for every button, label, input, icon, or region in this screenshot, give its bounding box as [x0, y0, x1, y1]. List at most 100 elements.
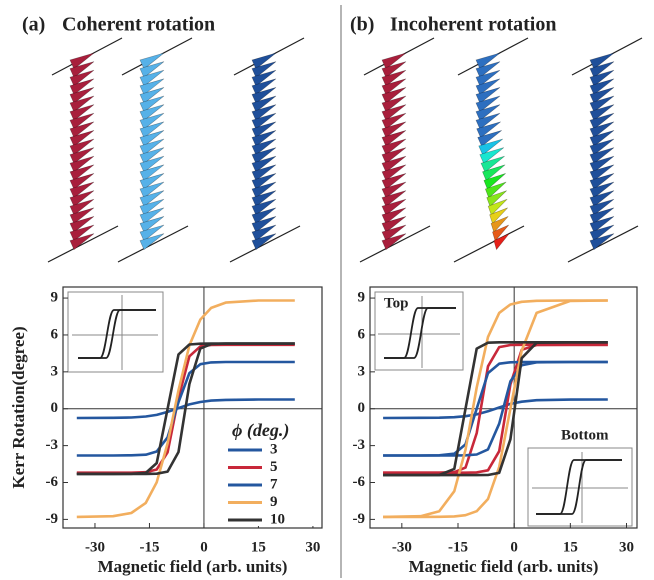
- cone: [589, 121, 615, 139]
- cone: [589, 52, 615, 70]
- panel-label: (b): [350, 14, 374, 36]
- legend-label: 9: [270, 494, 278, 510]
- cone: [381, 61, 407, 79]
- cone: [139, 52, 165, 70]
- y-axis-title: Kerr Rotation(degree): [9, 326, 28, 488]
- cone: [139, 61, 165, 79]
- cone: [251, 190, 277, 208]
- cone: [69, 52, 95, 70]
- cone: [475, 104, 501, 122]
- cone: [69, 147, 95, 165]
- cone: [479, 147, 505, 165]
- inset-a: [67, 291, 164, 373]
- cone: [139, 224, 165, 242]
- cone: [139, 207, 165, 225]
- legend-label: 10: [270, 511, 285, 527]
- cone: [251, 130, 277, 147]
- cone: [589, 138, 615, 156]
- loop-branch: [76, 342, 295, 476]
- y-tick-label: -3: [353, 437, 366, 453]
- cone: [589, 112, 615, 130]
- cone: [589, 173, 615, 190]
- inset-label: Bottom: [561, 427, 609, 443]
- cone: [69, 69, 95, 87]
- y-tick-label: 9: [358, 290, 366, 306]
- cone: [381, 87, 407, 104]
- legend-title: ϕ (deg.): [232, 420, 289, 441]
- cone: [589, 198, 615, 216]
- inset-b-top: [374, 291, 464, 371]
- cone: [381, 95, 407, 113]
- cone: [589, 104, 615, 122]
- cone: [139, 173, 165, 190]
- y-tick-label: 6: [51, 326, 59, 342]
- cone: [69, 224, 95, 242]
- cone: [251, 181, 277, 199]
- cone: [69, 138, 95, 156]
- cone: [69, 216, 95, 233]
- cone: [69, 78, 95, 96]
- loop-branch: [383, 341, 608, 477]
- cone: [251, 224, 277, 242]
- cone: [589, 216, 615, 233]
- cone: [69, 164, 95, 182]
- loop-branch: [383, 398, 608, 420]
- loop-branch: [76, 299, 295, 519]
- cone: [251, 147, 277, 165]
- cone: [492, 224, 509, 242]
- cone: [381, 69, 407, 87]
- cone: [381, 207, 407, 225]
- cone: [381, 190, 407, 208]
- cone: [69, 155, 95, 173]
- cone: [139, 164, 165, 182]
- sample-axis: [453, 225, 525, 263]
- cone: [69, 87, 95, 104]
- y-tick-label: 0: [358, 400, 366, 416]
- sample-axis: [567, 225, 639, 263]
- cone: [69, 61, 95, 79]
- cone: [69, 121, 95, 139]
- sample-axis: [47, 225, 119, 263]
- cone: [251, 104, 277, 122]
- legend-box: [222, 420, 320, 526]
- cone: [589, 95, 615, 113]
- cone: [251, 233, 277, 251]
- cone: [475, 87, 501, 104]
- cone: [381, 233, 407, 251]
- panel-label: (a): [22, 14, 45, 36]
- cone: [589, 130, 615, 147]
- cone: [381, 173, 407, 190]
- cone: [139, 121, 165, 139]
- x-tick-label: 0: [200, 539, 208, 555]
- cone: [589, 164, 615, 182]
- cone: [251, 173, 277, 190]
- loop-branch: [383, 360, 608, 457]
- cone: [251, 69, 277, 87]
- x-axis-title: Magnetic field (arb. units): [409, 557, 599, 576]
- cone: [139, 95, 165, 113]
- cone: [476, 121, 501, 139]
- inset-frame: [527, 447, 633, 527]
- cone: [381, 164, 407, 182]
- cone: [589, 224, 615, 242]
- cone: [486, 190, 507, 208]
- cone: [589, 69, 615, 87]
- cone: [139, 130, 165, 147]
- cone: [381, 52, 407, 70]
- cone: [478, 138, 503, 156]
- cone: [480, 155, 505, 173]
- y-tick-label: -9: [353, 511, 366, 527]
- cone: [251, 164, 277, 182]
- cone: [69, 104, 95, 122]
- inset-loop: [78, 309, 156, 359]
- legend-label: 5: [270, 459, 278, 475]
- legend-label: 7: [270, 476, 278, 492]
- cone: [69, 198, 95, 216]
- y-tick-label: 3: [358, 363, 366, 379]
- x-tick-label: 30: [619, 539, 634, 555]
- cone: [139, 147, 165, 165]
- x-tick-label: -15: [448, 539, 468, 555]
- cone: [475, 61, 501, 79]
- x-tick-label: -30: [392, 539, 412, 555]
- cone: [381, 224, 407, 242]
